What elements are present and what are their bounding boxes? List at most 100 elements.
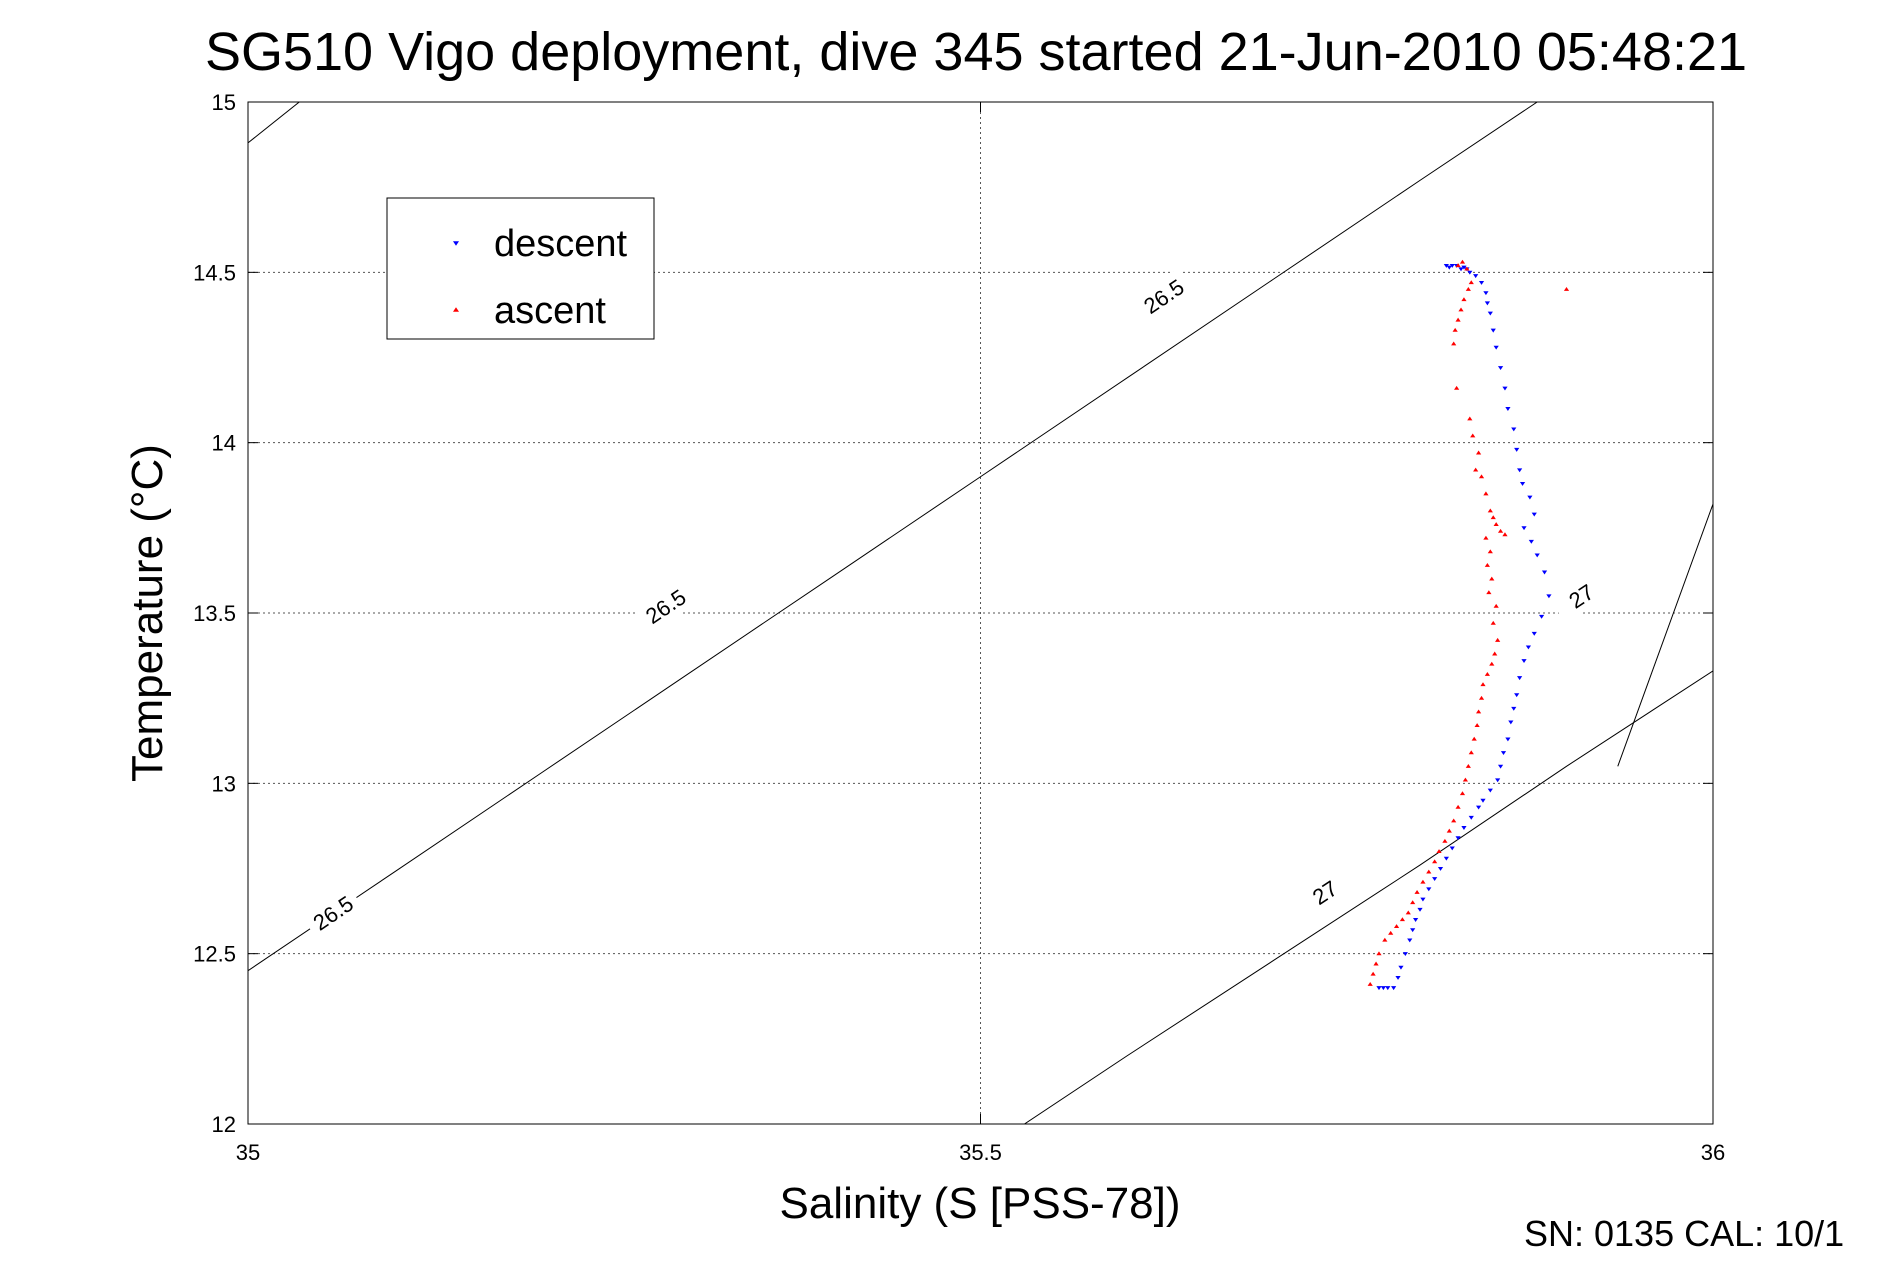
density-contour-line [1617, 503, 1713, 767]
data-point-descent [1376, 986, 1382, 991]
x-tick-label: 35.5 [959, 1140, 1002, 1165]
data-point-descent [1385, 986, 1391, 991]
legend: descent ascent [386, 197, 655, 340]
data-point-descent [1449, 263, 1455, 268]
data-point-descent [1541, 570, 1548, 575]
data-point-ascent [1414, 890, 1420, 894]
data-point-descent [1531, 631, 1537, 636]
data-point-ascent [1459, 259, 1466, 264]
data-point-ascent [1478, 695, 1485, 700]
data-point-ascent [1470, 433, 1476, 438]
data-point-descent [1478, 280, 1485, 285]
contour-label-background [301, 884, 365, 941]
data-point-ascent [1451, 818, 1457, 823]
y-tick-label: 15 [212, 90, 236, 115]
data-point-ascent [1451, 341, 1457, 346]
data-point-ascent [1478, 474, 1485, 479]
data-point-descent [1458, 267, 1464, 272]
data-point-ascent [1486, 590, 1492, 595]
data-point-descent [1546, 594, 1552, 599]
data-point-descent [1407, 938, 1413, 943]
data-point-descent [1538, 614, 1545, 619]
data-point-ascent [1483, 491, 1489, 496]
data-point-ascent [1474, 723, 1480, 727]
data-point-ascent [1467, 416, 1473, 421]
data-point-ascent [1462, 777, 1469, 782]
data-point-descent [1461, 826, 1467, 830]
data-point-descent [1528, 539, 1534, 544]
y-tick-label: 12.5 [193, 942, 236, 967]
data-point-ascent [1484, 562, 1490, 567]
density-contour-line [248, 102, 1538, 972]
data-point-descent [1483, 291, 1489, 296]
data-point-descent [1476, 805, 1482, 810]
contour-label-background [1549, 568, 1613, 624]
data-point-ascent [1492, 651, 1498, 656]
data-point-descent [1437, 866, 1444, 871]
data-point-ascent [1382, 937, 1388, 942]
data-point-ascent [1442, 838, 1448, 843]
data-point-ascent [1465, 763, 1471, 768]
data-point-descent [1505, 737, 1511, 742]
data-point-ascent [1490, 515, 1496, 520]
data-point-ascent [1405, 910, 1411, 915]
data-point-ascent [1465, 287, 1471, 291]
data-point-descent [1514, 447, 1520, 452]
data-point-descent [1420, 897, 1426, 902]
data-point-ascent [1487, 549, 1493, 554]
data-point-ascent [1483, 535, 1489, 540]
y-tick-label: 14 [212, 431, 236, 456]
legend-descent-marker [453, 241, 459, 246]
data-point-descent [1502, 386, 1508, 391]
data-point-ascent [1436, 849, 1442, 854]
data-point-ascent [1489, 576, 1495, 581]
data-point-ascent [1432, 859, 1438, 864]
data-point-descent [1487, 311, 1493, 316]
data-point-descent [1493, 345, 1499, 350]
data-point-descent [1500, 751, 1507, 756]
legend-ascent-marker [453, 307, 459, 312]
data-point-ascent [1452, 327, 1458, 332]
data-series [1367, 259, 1570, 991]
density-contours [248, 102, 1713, 1124]
chart-title: SG510 Vigo deployment, dive 345 started … [205, 22, 1747, 82]
serial-calibration-text: SN: 0135 CAL: 10/1 [1524, 1213, 1844, 1254]
data-point-descent [1432, 877, 1438, 882]
data-point-descent [1511, 427, 1517, 432]
data-point-ascent [1471, 736, 1477, 741]
y-tick-label: 13 [212, 771, 236, 796]
data-point-descent [1517, 468, 1523, 473]
data-point-ascent [1563, 287, 1570, 291]
data-point-ascent [1473, 467, 1479, 472]
data-point-ascent [1497, 528, 1504, 533]
data-point-descent [1508, 720, 1514, 725]
data-point-ascent [1455, 263, 1461, 268]
data-point-descent [1527, 495, 1533, 500]
contour-label-group: 27 [1293, 864, 1357, 921]
density-contour-line [1024, 670, 1713, 1124]
data-point-ascent [1495, 637, 1501, 642]
data-point-descent [1461, 265, 1467, 270]
data-point-descent [1455, 836, 1461, 841]
data-point-descent [1391, 986, 1397, 991]
data-point-descent [1525, 645, 1532, 650]
data-point-descent [1410, 928, 1416, 933]
data-point-descent [1490, 328, 1496, 333]
data-point-ascent [1376, 951, 1382, 956]
data-point-ascent [1388, 930, 1394, 935]
data-point-ascent [1370, 971, 1376, 976]
data-point-descent [1514, 693, 1520, 698]
x-tick-label: 36 [1701, 1140, 1725, 1165]
x-axis-label: Salinity (S [PSS-78]) [779, 1179, 1180, 1228]
y-tick-label: 14.5 [193, 260, 236, 285]
data-point-descent [1521, 526, 1527, 531]
data-point-ascent [1455, 317, 1461, 322]
data-point-descent [1413, 918, 1419, 922]
data-point-descent [1497, 366, 1504, 371]
legend-ascent-label: ascent [494, 290, 606, 332]
data-point-descent [1519, 481, 1526, 486]
contour-label-background [633, 578, 698, 635]
data-point-ascent [1393, 924, 1400, 928]
data-point-descent [1467, 270, 1473, 275]
